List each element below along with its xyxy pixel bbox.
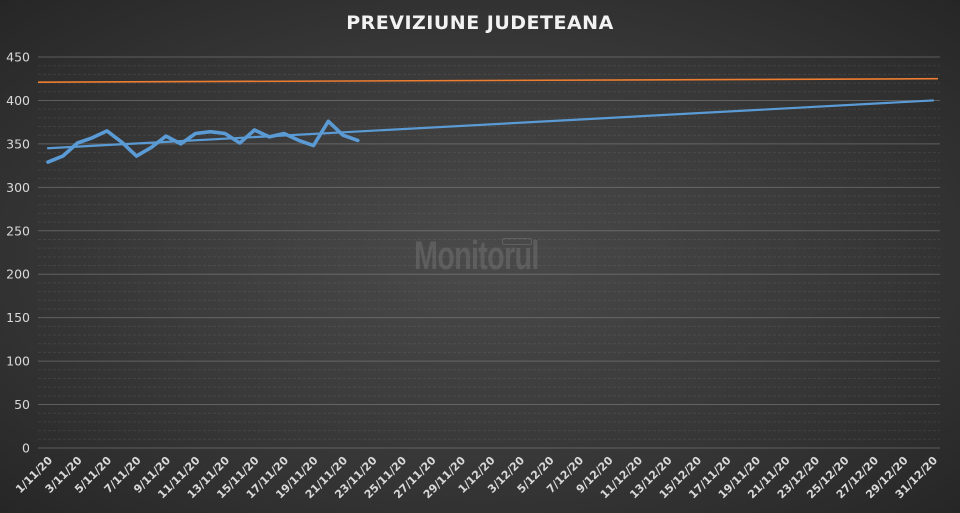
trendline bbox=[46, 99, 935, 150]
y-tick-label: 300 bbox=[6, 180, 30, 195]
y-tick-label: 350 bbox=[6, 136, 30, 151]
gridlines bbox=[38, 56, 940, 449]
y-tick-label: 150 bbox=[6, 310, 30, 325]
y-tick-label: 50 bbox=[14, 397, 30, 412]
threshold-line bbox=[37, 77, 939, 83]
actual-series-line bbox=[46, 119, 360, 164]
y-tick-label: 450 bbox=[6, 50, 30, 65]
x-axis: 1/11/203/11/205/11/207/11/209/11/2011/11… bbox=[13, 454, 940, 502]
y-tick-label: 100 bbox=[6, 354, 30, 369]
y-tick-label: 200 bbox=[6, 267, 30, 282]
watermark-tag bbox=[502, 238, 532, 245]
y-axis: 0 50 100 150 200 250 300 350 400 450 bbox=[6, 50, 30, 456]
watermark-logo: Monitorul bbox=[414, 234, 539, 278]
series-group bbox=[37, 77, 939, 164]
chart-title: PREVIZIUNE JUDETEANA bbox=[346, 12, 614, 34]
y-tick-label: 0 bbox=[22, 441, 30, 456]
y-tick-label: 250 bbox=[6, 223, 30, 238]
y-tick-label: 400 bbox=[6, 93, 30, 108]
